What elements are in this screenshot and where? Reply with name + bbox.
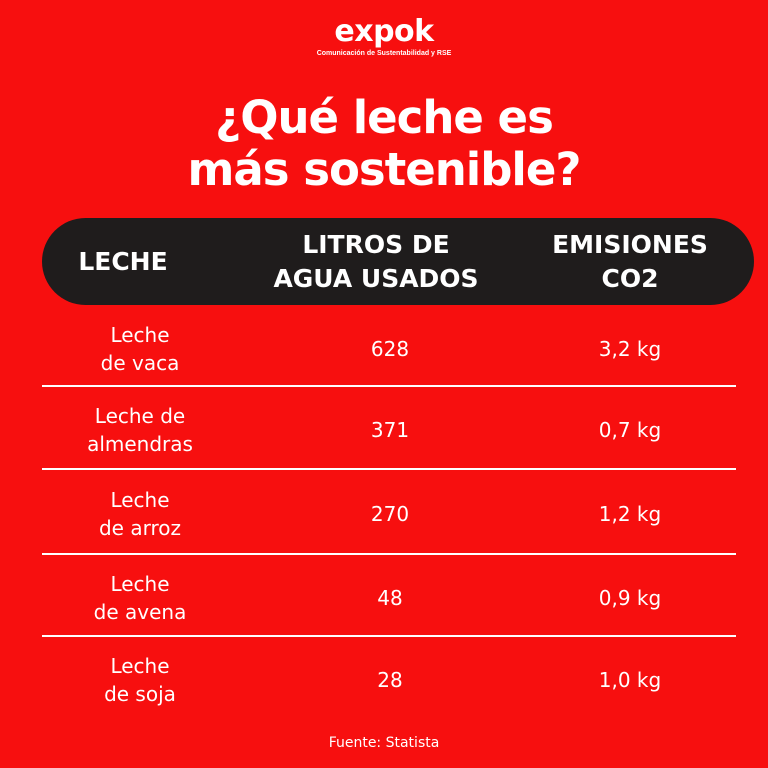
water-liters: 371 xyxy=(370,418,410,442)
table-row: Leche de avena 48 0,9 kg xyxy=(0,560,768,635)
co2-emissions: 0,9 kg xyxy=(598,585,662,610)
brand-name: expok xyxy=(334,14,434,49)
milk-name: Leche de soja xyxy=(104,654,176,706)
header-milk: LECHE xyxy=(78,246,168,276)
table-header: LECHE LITROS DE AGUA USADOS EMISIONES CO… xyxy=(42,218,754,305)
row-divider xyxy=(42,553,736,555)
milk-name: Leche de avena xyxy=(93,571,187,624)
water-liters: 48 xyxy=(377,585,403,610)
milk-name: Leche de almendras xyxy=(87,404,193,456)
table-row: Leche de almendras 371 0,7 kg xyxy=(0,392,768,468)
water-liters: 628 xyxy=(370,337,410,361)
water-liters: 28 xyxy=(377,668,403,692)
brand-tagline: Comunicación de Sustentabilidad y RSE xyxy=(316,50,452,57)
page-title: ¿Qué leche es más sostenible? xyxy=(0,92,768,196)
table-row: Leche de arroz 270 1,2 kg xyxy=(0,476,768,552)
co2-emissions: 1,2 kg xyxy=(598,502,662,526)
brand-logo: expok Comunicación de Sustentabilidad y … xyxy=(0,16,768,58)
title-line-2: más sostenible? xyxy=(187,143,582,196)
co2-emissions: 3,2 kg xyxy=(598,337,662,361)
header-emissions: EMISIONES CO2 xyxy=(552,229,708,293)
header-water: LITROS DE AGUA USADOS xyxy=(273,229,479,293)
title-line-1: ¿Qué leche es xyxy=(215,91,554,144)
co2-emissions: 0,7 kg xyxy=(598,418,662,442)
row-divider xyxy=(42,468,736,470)
co2-emissions: 1,0 kg xyxy=(598,668,662,692)
row-divider xyxy=(42,635,736,637)
row-divider xyxy=(42,385,736,387)
source-note: Fuente: Statista xyxy=(328,735,440,751)
water-liters: 270 xyxy=(370,502,410,526)
milk-name: Leche de arroz xyxy=(98,488,181,540)
table-row: Leche de soja 28 1,0 kg xyxy=(0,642,768,718)
milk-name: Leche de vaca xyxy=(100,323,180,375)
table-row: Leche de vaca 628 3,2 kg xyxy=(0,313,768,385)
